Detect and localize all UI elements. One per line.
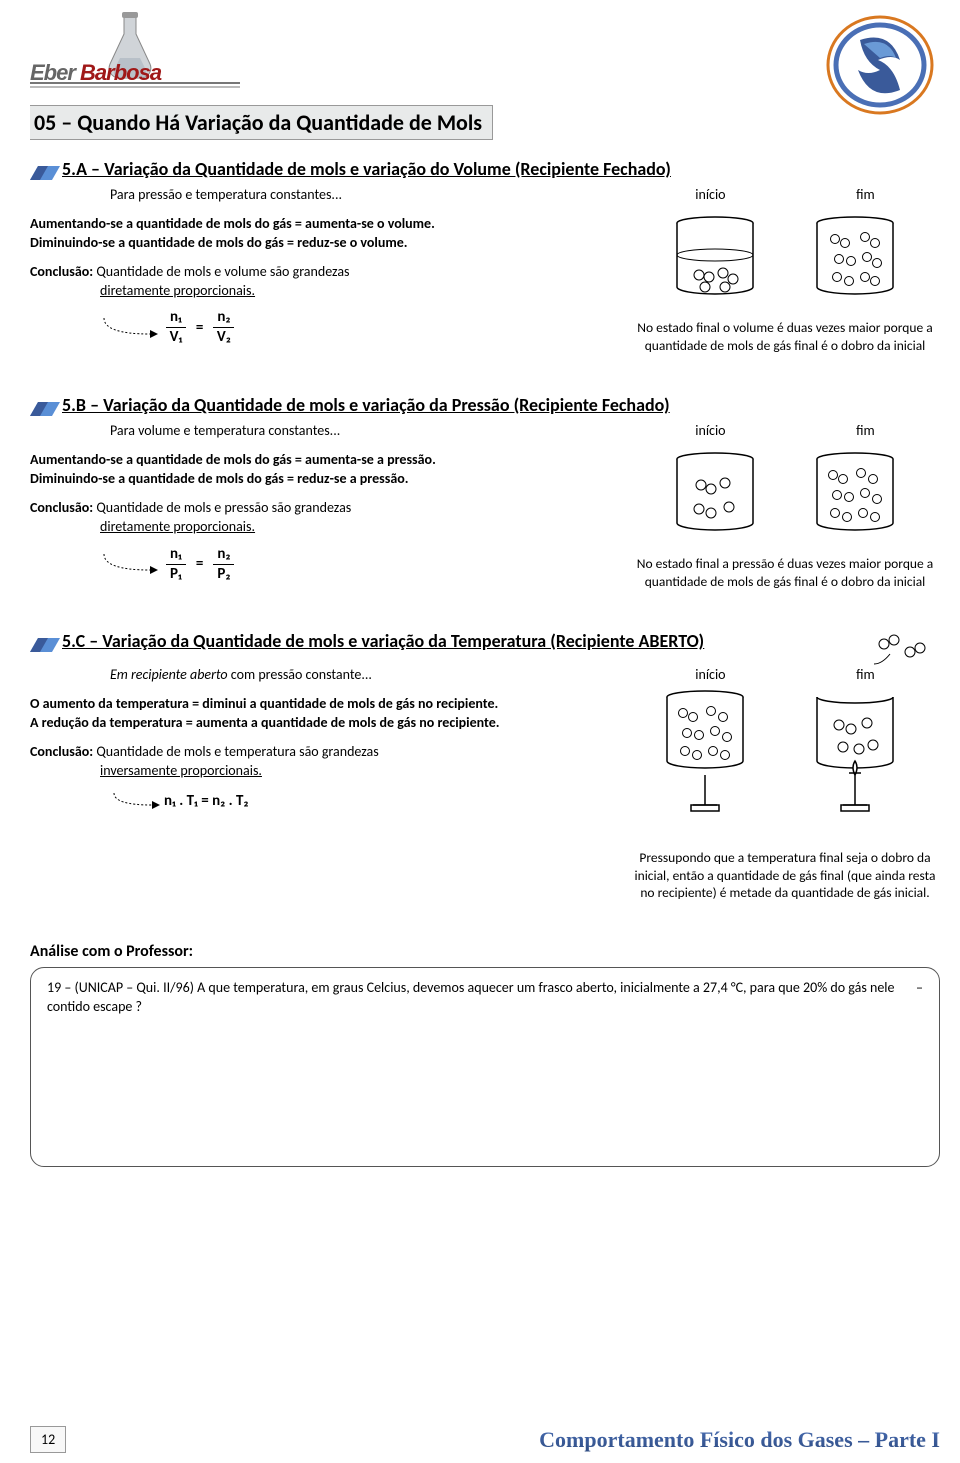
page-number: 12 xyxy=(30,1426,66,1453)
section-a-formula: n₁V₁ = n₂V₂ xyxy=(100,310,620,345)
section-a-conclusion-text: Quantidade de mols e volume são grandeza… xyxy=(93,263,349,280)
section-b-prefix: 5.B xyxy=(62,394,86,416)
frac-a1-top: n₁ xyxy=(166,310,186,328)
section-a-diagram: início fim xyxy=(630,186,940,354)
section-b-condition: Para volume e temperatura constantes... xyxy=(30,422,620,441)
section-c: 5.C – Variação da Quantidade de mols e v… xyxy=(30,630,940,902)
blue-dart-icon xyxy=(30,402,60,416)
section-c-rule2: A redução da temperatura = aumenta a qua… xyxy=(30,714,620,733)
label-fim: fim xyxy=(856,422,875,439)
section-c-text: Em recipiente aberto com pressão constan… xyxy=(30,666,620,902)
frac-b2-top: n₂ xyxy=(213,547,234,565)
section-c-formula: n₁ . T₁ = n₂ . T₂ xyxy=(110,791,620,811)
section-a-text: Para pressão e temperatura constantes...… xyxy=(30,186,620,354)
beaker-diagram-c xyxy=(635,687,935,837)
section-c-rule1: O aumento da temperatura = diminui a qua… xyxy=(30,695,620,714)
frac-a1-bot: V₁ xyxy=(166,328,186,345)
label-fim: fim xyxy=(856,186,875,203)
section-c-condition-em: Em recipiente aberto xyxy=(110,666,228,683)
section-a-condition: Para pressão e temperatura constantes... xyxy=(30,186,620,205)
section-b-rule1: Aumentando-se a quantidade de mols do gá… xyxy=(30,451,620,470)
brand-logo: Eber Barbosa xyxy=(30,10,250,100)
section-a-proportional: diretamente proporcionais. xyxy=(30,282,255,299)
footer-title: Comportamento Físico dos Gases – Parte I xyxy=(539,1427,940,1453)
section-b-caption: No estado final a pressão é duas vezes m… xyxy=(630,555,940,590)
question-mark: – xyxy=(903,978,923,1156)
beaker-diagram-b xyxy=(645,443,925,543)
section-c-prefix: 5.C xyxy=(62,630,85,652)
section-b-conclusion-text: Quantidade de mols e pressão são grandez… xyxy=(93,499,351,516)
label-inicio: início xyxy=(695,422,725,439)
label-inicio: início xyxy=(695,666,725,683)
frac-a2-bot: V₂ xyxy=(213,328,234,345)
conclusion-label: Conclusão: xyxy=(30,263,93,280)
conclusion-label: Conclusão: xyxy=(30,743,93,760)
section-a-prefix: 5.A xyxy=(62,158,87,180)
dotted-arrow-icon xyxy=(100,552,160,576)
section-b-title-text: – Variação da Quantidade de mols e varia… xyxy=(86,394,670,416)
section-a-caption: No estado final o volume é duas vezes ma… xyxy=(630,319,940,354)
section-b-proportional: diretamente proporcionais. xyxy=(30,518,255,535)
dotted-arrow-icon xyxy=(100,316,160,340)
conclusion-label: Conclusão: xyxy=(30,499,93,516)
section-c-caption: Pressupondo que a temperatura final seja… xyxy=(630,849,940,902)
section-c-title-text: – Variação da Quantidade de mols e varia… xyxy=(85,630,704,652)
section-c-condition-rest: com pressão constante... xyxy=(228,666,372,683)
page-header: Eber Barbosa xyxy=(30,10,940,105)
section-a-rule2: Diminuindo-se a quantidade de mols do gá… xyxy=(30,234,620,253)
question-text: 19 – (UNICAP – Qui. II/96) A que tempera… xyxy=(47,978,903,1156)
question-box: 19 – (UNICAP – Qui. II/96) A que tempera… xyxy=(30,967,940,1167)
beaker-diagram-a xyxy=(645,207,925,307)
section-a-title-text: – Variação da Quantidade de mols e varia… xyxy=(87,158,671,180)
frac-b2-bot: P₂ xyxy=(213,565,234,582)
frac-b1-bot: P₁ xyxy=(166,565,186,582)
dotted-arrow-icon xyxy=(110,791,160,811)
main-title: 05 – Quando Há Variação da Quantidade de… xyxy=(30,105,493,140)
section-b-formula: n₁P₁ = n₂P₂ xyxy=(100,547,620,582)
section-b-rule2: Diminuindo-se a quantidade de mols do gá… xyxy=(30,470,620,489)
section-b: 5.B – Variação da Quantidade de mols e v… xyxy=(30,394,940,590)
equals-sign: = xyxy=(192,554,207,574)
blue-dart-icon xyxy=(30,166,60,180)
section-c-conclusion-text: Quantidade de mols e temperatura são gra… xyxy=(93,743,379,760)
stamp-logo xyxy=(820,10,940,120)
frac-a2-top: n₂ xyxy=(213,310,234,328)
frac-b1-top: n₁ xyxy=(166,547,186,565)
section-b-text: Para volume e temperatura constantes... … xyxy=(30,422,620,590)
section-b-diagram: início fim xyxy=(630,422,940,590)
section-c-title: 5.C – Variação da Quantidade de mols e v… xyxy=(30,630,866,652)
section-a: 5.A – Variação da Quantidade de mols e v… xyxy=(30,158,940,354)
blue-dart-icon xyxy=(30,638,60,652)
analise-label: Análise com o Professor: xyxy=(30,942,940,961)
page-footer: 12 Comportamento Físico dos Gases – Part… xyxy=(0,1420,960,1459)
section-c-condition: Em recipiente aberto com pressão constan… xyxy=(30,666,620,685)
section-c-proportional: inversamente proporcionais. xyxy=(30,762,262,779)
escape-molecules-icon xyxy=(870,630,940,666)
section-b-title: 5.B – Variação da Quantidade de mols e v… xyxy=(30,394,940,416)
section-a-title: 5.A – Variação da Quantidade de mols e v… xyxy=(30,158,940,180)
label-inicio: início xyxy=(695,186,725,203)
section-c-formula-text: n₁ . T₁ = n₂ . T₂ xyxy=(164,791,249,811)
equals-sign: = xyxy=(192,318,207,338)
section-c-diagram: início fim xyxy=(630,666,940,902)
section-a-rule1: Aumentando-se a quantidade de mols do gá… xyxy=(30,215,620,234)
label-fim: fim xyxy=(856,666,875,683)
